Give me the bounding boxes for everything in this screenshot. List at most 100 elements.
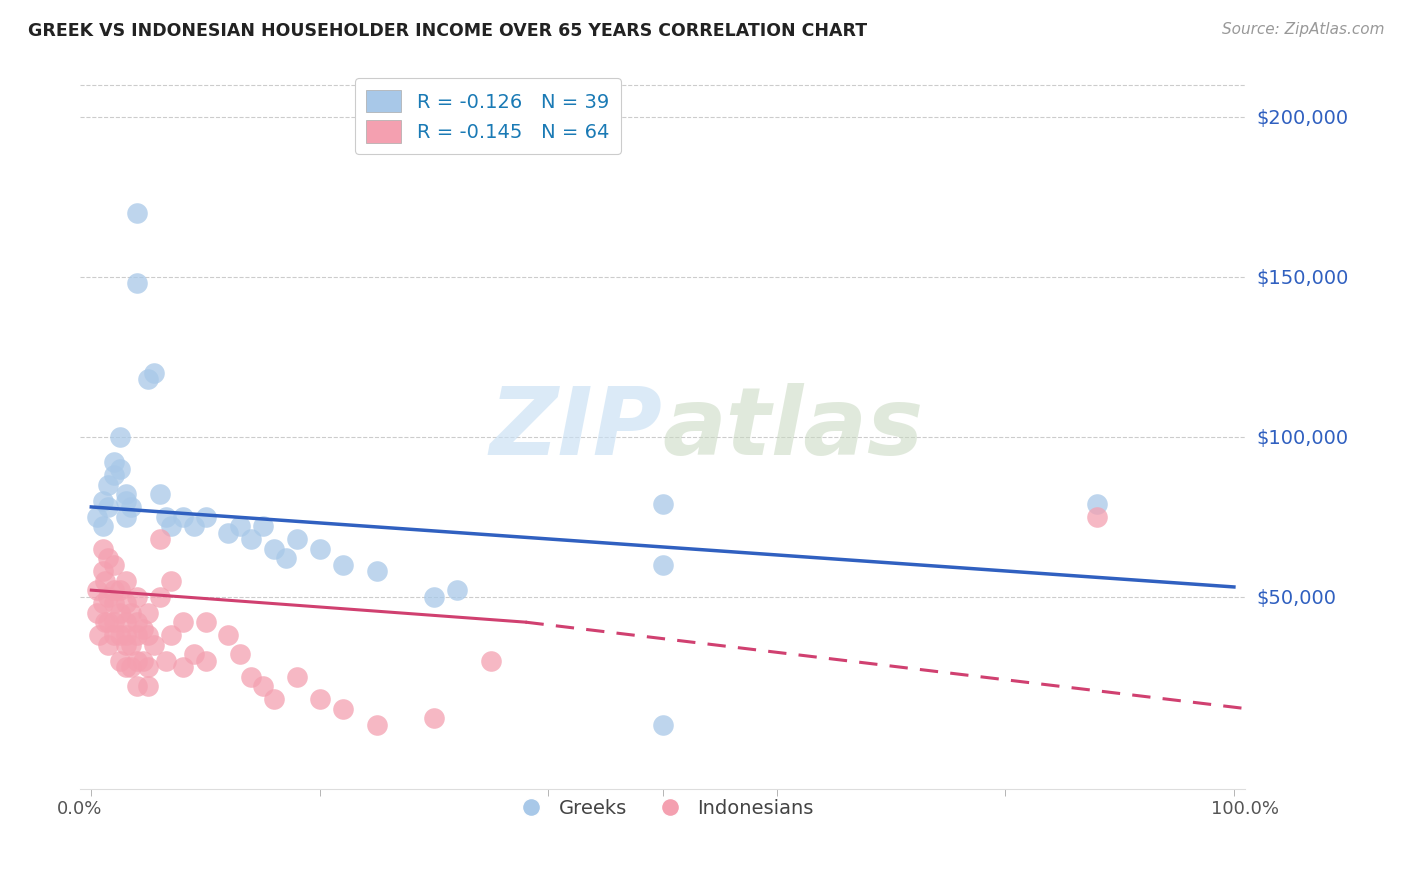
Point <box>240 532 263 546</box>
Point <box>108 654 131 668</box>
Text: ZIP: ZIP <box>489 383 662 475</box>
Text: atlas: atlas <box>662 383 924 475</box>
Point <box>274 551 297 566</box>
Point <box>120 638 142 652</box>
Point <box>143 366 166 380</box>
Text: Source: ZipAtlas.com: Source: ZipAtlas.com <box>1222 22 1385 37</box>
Point <box>285 669 308 683</box>
Point <box>423 590 446 604</box>
Point <box>143 638 166 652</box>
Point <box>651 497 673 511</box>
Point <box>229 647 252 661</box>
Point <box>108 429 131 443</box>
Point <box>183 519 205 533</box>
Point <box>252 679 274 693</box>
Point <box>89 628 111 642</box>
Point <box>125 628 148 642</box>
Point <box>160 628 183 642</box>
Point <box>138 660 160 674</box>
Point <box>308 692 330 706</box>
Point <box>91 541 114 556</box>
Point <box>108 628 131 642</box>
Point <box>114 574 136 588</box>
Point <box>125 590 148 604</box>
Point <box>285 532 308 546</box>
Point <box>91 519 114 533</box>
Point <box>103 467 125 482</box>
Point <box>91 493 114 508</box>
Point <box>138 628 160 642</box>
Point <box>263 541 285 556</box>
Point <box>155 654 177 668</box>
Point <box>1085 509 1108 524</box>
Point <box>103 628 125 642</box>
Point <box>108 583 131 598</box>
Point <box>263 692 285 706</box>
Point <box>132 622 155 636</box>
Point <box>125 615 148 629</box>
Point <box>120 606 142 620</box>
Legend: Greeks, Indonesians: Greeks, Indonesians <box>505 791 821 826</box>
Point <box>91 596 114 610</box>
Point <box>114 493 136 508</box>
Point <box>114 638 136 652</box>
Y-axis label: Householder Income Over 65 years: Householder Income Over 65 years <box>0 293 7 564</box>
Point <box>332 558 354 572</box>
Point <box>120 660 142 674</box>
Point <box>114 596 136 610</box>
Point <box>86 509 108 524</box>
Point <box>94 574 117 588</box>
Point <box>446 583 468 598</box>
Point <box>114 628 136 642</box>
Point <box>97 638 120 652</box>
Point <box>651 558 673 572</box>
Point <box>155 509 177 524</box>
Point <box>479 654 502 668</box>
Point <box>217 628 239 642</box>
Point <box>120 500 142 514</box>
Point <box>651 717 673 731</box>
Point <box>229 519 252 533</box>
Point <box>172 509 194 524</box>
Point <box>194 509 217 524</box>
Point <box>86 583 108 598</box>
Point <box>125 679 148 693</box>
Point <box>108 461 131 475</box>
Point <box>183 647 205 661</box>
Point <box>366 564 388 578</box>
Point <box>138 679 160 693</box>
Point <box>91 564 114 578</box>
Point <box>194 654 217 668</box>
Point <box>125 654 148 668</box>
Point <box>114 509 136 524</box>
Point <box>160 574 183 588</box>
Point <box>114 660 136 674</box>
Point <box>149 532 172 546</box>
Point <box>423 711 446 725</box>
Point <box>308 541 330 556</box>
Point <box>97 500 120 514</box>
Point <box>97 551 120 566</box>
Point <box>240 669 263 683</box>
Point <box>149 487 172 501</box>
Point <box>114 487 136 501</box>
Point <box>149 590 172 604</box>
Point <box>138 606 160 620</box>
Point <box>103 558 125 572</box>
Point <box>125 276 148 290</box>
Point <box>97 615 120 629</box>
Point <box>103 615 125 629</box>
Point <box>366 717 388 731</box>
Point <box>160 519 183 533</box>
Point <box>103 583 125 598</box>
Point <box>132 654 155 668</box>
Point <box>97 590 120 604</box>
Point <box>172 615 194 629</box>
Point <box>172 660 194 674</box>
Point <box>217 525 239 540</box>
Point <box>103 596 125 610</box>
Text: GREEK VS INDONESIAN HOUSEHOLDER INCOME OVER 65 YEARS CORRELATION CHART: GREEK VS INDONESIAN HOUSEHOLDER INCOME O… <box>28 22 868 40</box>
Point <box>194 615 217 629</box>
Point <box>252 519 274 533</box>
Point <box>86 606 108 620</box>
